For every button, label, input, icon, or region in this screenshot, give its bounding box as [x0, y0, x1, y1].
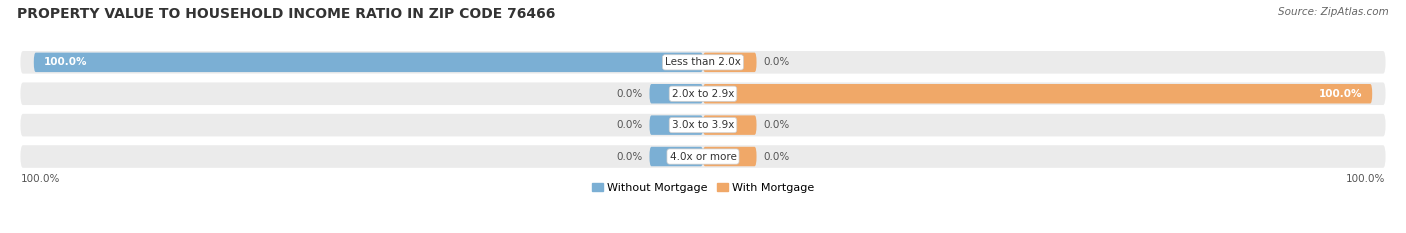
FancyBboxPatch shape — [703, 115, 756, 135]
Text: 3.0x to 3.9x: 3.0x to 3.9x — [672, 120, 734, 130]
Legend: Without Mortgage, With Mortgage: Without Mortgage, With Mortgage — [592, 183, 814, 193]
Text: 0.0%: 0.0% — [616, 120, 643, 130]
Text: 4.0x or more: 4.0x or more — [669, 151, 737, 161]
FancyBboxPatch shape — [21, 82, 1385, 105]
Text: 0.0%: 0.0% — [763, 57, 790, 67]
FancyBboxPatch shape — [650, 84, 703, 103]
Text: 2.0x to 2.9x: 2.0x to 2.9x — [672, 89, 734, 99]
Text: Less than 2.0x: Less than 2.0x — [665, 57, 741, 67]
Text: 0.0%: 0.0% — [616, 151, 643, 161]
Text: Source: ZipAtlas.com: Source: ZipAtlas.com — [1278, 7, 1389, 17]
Text: 0.0%: 0.0% — [763, 151, 790, 161]
Text: 100.0%: 100.0% — [1346, 174, 1385, 184]
FancyBboxPatch shape — [21, 114, 1385, 137]
FancyBboxPatch shape — [34, 53, 703, 72]
FancyBboxPatch shape — [21, 51, 1385, 74]
Text: 100.0%: 100.0% — [21, 174, 60, 184]
FancyBboxPatch shape — [650, 115, 703, 135]
Text: 100.0%: 100.0% — [1319, 89, 1362, 99]
Text: 0.0%: 0.0% — [763, 120, 790, 130]
FancyBboxPatch shape — [703, 53, 756, 72]
Text: PROPERTY VALUE TO HOUSEHOLD INCOME RATIO IN ZIP CODE 76466: PROPERTY VALUE TO HOUSEHOLD INCOME RATIO… — [17, 7, 555, 21]
Text: 100.0%: 100.0% — [44, 57, 87, 67]
FancyBboxPatch shape — [650, 147, 703, 166]
FancyBboxPatch shape — [703, 84, 1372, 103]
Text: 0.0%: 0.0% — [616, 89, 643, 99]
FancyBboxPatch shape — [703, 147, 756, 166]
FancyBboxPatch shape — [21, 145, 1385, 168]
